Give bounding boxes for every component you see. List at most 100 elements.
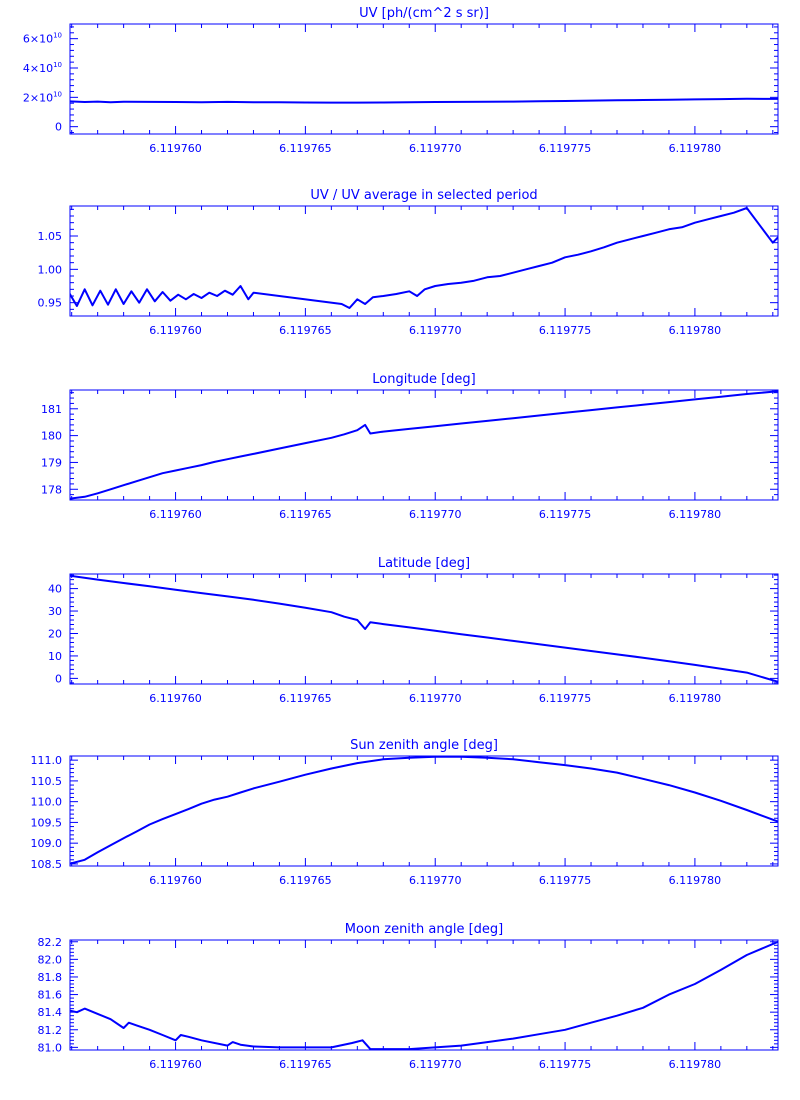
y-tick-label-base: 0.95 [38,297,63,310]
x-tick-label: 6.119760 [149,324,202,337]
y-tick-label-base: 1.00 [38,263,63,276]
plot-frame [69,939,779,1051]
y-tick-label: 179 [41,456,62,469]
x-tick-label: 6.119770 [409,142,462,155]
x-tick-label: 6.119760 [149,874,202,887]
y-tick-label: 0 [55,672,62,685]
x-tick-label: 6.119760 [149,692,202,705]
y-tick-label-exponent: 10 [53,90,62,98]
y-tick-label-base: 2×10 [23,91,53,104]
y-tick-label-base: 82.0 [38,953,63,966]
y-tick-label: 1.05 [38,230,63,243]
chart-title: UV [ph/(cm^2 s sr)] [359,6,489,21]
series-line [70,97,778,104]
x-tick-label: 6.119775 [539,1058,592,1071]
y-tick-label: 81.6 [38,989,63,1002]
y-tick-label: 2×1010 [23,90,62,104]
y-tick-label-base: 6×10 [23,33,53,46]
y-tick-label-base: 181 [41,403,62,416]
x-tick-label: 6.119780 [669,1058,722,1071]
x-tick-label: 6.119760 [149,142,202,155]
y-tick-label-exponent: 10 [53,61,62,69]
y-tick-label-base: 180 [41,430,62,443]
chart-panel-6: Moon zenith angle [deg] 6.119760 6.119765 6… [38,922,779,1071]
chart-title: Sun zenith angle [deg] [350,738,498,753]
chart-panel-1: UV [ph/(cm^2 s sr)] 6.119760 6.119765 6.119… [23,6,779,155]
y-tick-label: 30 [48,605,62,618]
x-tick-label: 6.119765 [279,874,332,887]
x-tick-label: 6.119770 [409,692,462,705]
y-tick-label: 108.5 [31,858,63,871]
y-tick-label-base: 81.4 [38,1006,63,1019]
y-tick-label: 81.8 [38,971,63,984]
chart-title: Latitude [deg] [378,556,470,571]
y-tick-label-base: 81.2 [38,1024,63,1037]
chart-title: Moon zenith angle [deg] [345,922,503,937]
y-tick-label-base: 30 [48,605,62,618]
y-tick-label-base: 111.0 [31,754,63,767]
y-tick-label: 180 [41,430,62,443]
x-tick-label: 6.119775 [539,692,592,705]
plot-frame [69,205,779,317]
x-tick-label: 6.119775 [539,142,592,155]
y-tick-label: 1.00 [38,263,63,276]
x-tick-label: 6.119770 [409,1058,462,1071]
x-tick-label: 6.119780 [669,142,722,155]
y-tick-label: 110.5 [31,775,63,788]
y-tick-label-base: 81.6 [38,989,63,1002]
y-tick-label: 109.0 [31,837,63,850]
x-tick-label: 6.119780 [669,874,722,887]
x-tick-label: 6.119775 [539,324,592,337]
chart-panel-5: Sun zenith angle [deg] 6.119760 6.119765 6.… [31,738,779,887]
x-tick-label: 6.119765 [279,324,332,337]
y-tick-label: 0.95 [38,297,63,310]
x-tick-label: 6.119775 [539,874,592,887]
x-tick-label: 6.119765 [279,142,332,155]
y-tick-label-base: 81.0 [38,1041,63,1054]
y-tick-label: 82.0 [38,953,63,966]
series-line [70,207,778,309]
plot-frame [69,23,779,135]
x-tick-label: 6.119760 [149,508,202,521]
y-tick-label: 111.0 [31,754,63,767]
chart-title: Longitude [deg] [372,372,475,387]
y-tick-label-base: 110.0 [31,796,63,809]
y-tick-label-base: 40 [48,583,62,596]
y-tick-label-base: 4×10 [23,62,53,75]
y-tick-label-base: 0 [55,121,62,134]
y-tick-label-base: 108.5 [31,858,63,871]
y-tick-label: 20 [48,627,62,640]
y-tick-label-base: 82.2 [38,936,63,949]
x-tick-label: 6.119770 [409,874,462,887]
x-tick-label: 6.119760 [149,1058,202,1071]
y-tick-label-base: 10 [48,650,62,663]
y-tick-label: 40 [48,583,62,596]
y-tick-label: 109.5 [31,816,63,829]
y-tick-label: 0 [55,121,62,134]
x-tick-label: 6.119775 [539,508,592,521]
y-tick-label: 82.2 [38,936,63,949]
series-line [70,574,778,683]
series-line [70,390,778,500]
x-tick-label: 6.119780 [669,692,722,705]
x-tick-label: 6.119765 [279,692,332,705]
x-tick-label: 6.119780 [669,508,722,521]
y-tick-label-base: 109.0 [31,837,63,850]
y-tick-label-base: 109.5 [31,816,63,829]
x-tick-label: 6.119780 [669,324,722,337]
chart-panel-4: Latitude [deg] 6.119760 6.119765 6.119770 6.… [48,556,779,705]
series-line [70,756,778,865]
y-tick-label-base: 178 [41,483,62,496]
x-tick-label: 6.119765 [279,1058,332,1071]
x-tick-label: 6.119770 [409,508,462,521]
y-tick-label: 81.2 [38,1024,63,1037]
y-tick-label-base: 81.8 [38,971,63,984]
chart-title: UV / UV average in selected period [310,188,537,203]
y-tick-label: 6×1010 [23,32,62,46]
plot-frame [69,755,779,867]
y-tick-label: 81.4 [38,1006,63,1019]
y-tick-label: 181 [41,403,62,416]
y-tick-label: 4×1010 [23,61,62,75]
x-tick-label: 6.119765 [279,508,332,521]
